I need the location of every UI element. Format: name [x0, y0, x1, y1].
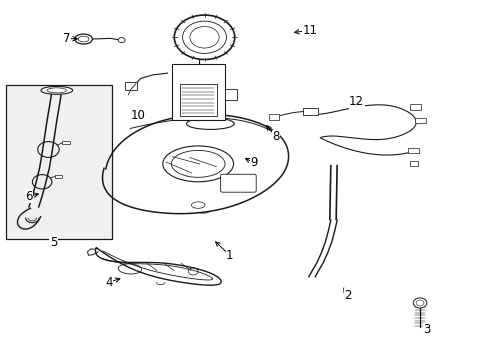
Bar: [414, 118, 425, 123]
Text: 5: 5: [50, 236, 57, 249]
Text: 1: 1: [225, 249, 233, 262]
Text: 3: 3: [423, 323, 430, 336]
Text: 9: 9: [250, 156, 258, 169]
Bar: [407, 148, 418, 153]
Text: 7: 7: [62, 32, 70, 45]
Bar: [409, 104, 420, 110]
FancyBboxPatch shape: [172, 64, 224, 120]
Bar: [124, 82, 137, 90]
Circle shape: [412, 298, 426, 308]
Bar: [268, 114, 278, 120]
Text: 4: 4: [105, 276, 112, 289]
Circle shape: [174, 15, 234, 59]
Text: 6: 6: [25, 190, 33, 203]
Bar: [5, 85, 112, 239]
Text: 10: 10: [130, 109, 145, 122]
Text: 11: 11: [302, 24, 317, 37]
Bar: [55, 175, 61, 178]
Circle shape: [118, 38, 125, 42]
Text: 12: 12: [348, 95, 364, 108]
Text: 8: 8: [272, 130, 279, 144]
Ellipse shape: [41, 86, 73, 94]
Bar: [224, 89, 237, 100]
Bar: [303, 108, 317, 116]
Text: 2: 2: [344, 289, 351, 302]
Bar: [409, 161, 417, 166]
Ellipse shape: [75, 34, 92, 44]
Bar: [180, 84, 216, 116]
FancyBboxPatch shape: [220, 174, 256, 192]
Bar: [62, 141, 70, 144]
